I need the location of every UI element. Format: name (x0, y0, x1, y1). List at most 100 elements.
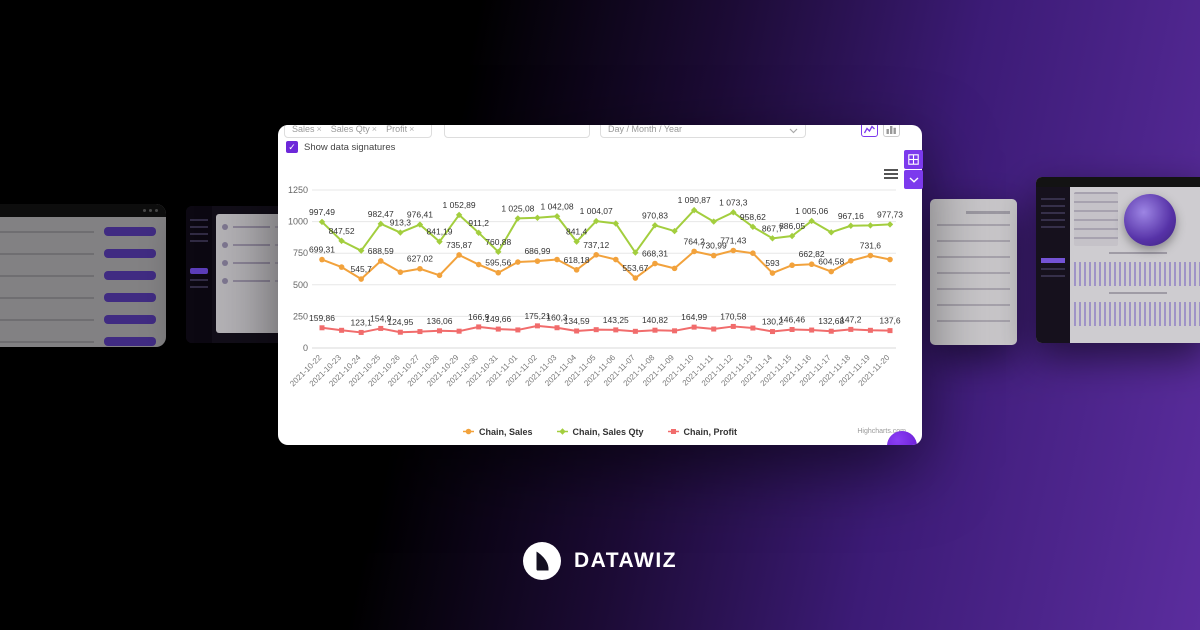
legend-label: Chain, Sales Qty (572, 426, 644, 437)
highcharts-credit[interactable]: Highcharts.com (857, 428, 906, 435)
svg-text:730,99: 730,99 (701, 241, 727, 251)
line-chart-view-button[interactable] (861, 125, 878, 137)
svg-text:553,67: 553,67 (622, 263, 648, 273)
row-action-button (104, 227, 156, 236)
svg-text:500: 500 (293, 280, 308, 290)
legend-item[interactable]: Chain, Sales (462, 426, 533, 437)
show-signatures-checkbox[interactable]: ✓ (286, 141, 298, 153)
svg-text:1250: 1250 (288, 185, 308, 195)
svg-text:618,18: 618,18 (564, 255, 590, 265)
svg-text:137,6: 137,6 (879, 316, 901, 326)
chat-fab-button[interactable] (887, 431, 917, 445)
svg-text:982,47: 982,47 (368, 209, 394, 219)
svg-text:1 073,3: 1 073,3 (719, 197, 748, 207)
legend-item[interactable]: Chain, Profit (667, 426, 738, 437)
svg-text:0: 0 (303, 343, 308, 353)
context-menu-button[interactable] (884, 169, 898, 181)
svg-text:593: 593 (765, 258, 779, 268)
row-action-button (104, 315, 156, 324)
mini-filter-panel (1074, 192, 1118, 246)
svg-text:970,83: 970,83 (642, 210, 668, 220)
list-row (0, 337, 156, 346)
svg-text:147,2: 147,2 (840, 314, 862, 324)
legend-label: Chain, Sales (478, 426, 533, 437)
filter-input[interactable] (444, 125, 590, 138)
line-chart-icon (864, 125, 875, 134)
mini-bar-chart (1074, 302, 1200, 326)
filter-chip[interactable]: Sales × (292, 125, 322, 134)
bar-chart-view-button[interactable] (883, 125, 900, 137)
chip-remove-icon[interactable]: × (316, 125, 322, 134)
list-row (0, 293, 156, 302)
datawiz-logo-text: DATAWIZ (573, 549, 678, 572)
svg-text:604,58: 604,58 (818, 257, 844, 267)
window-chrome (0, 204, 166, 217)
chevron-down-icon (909, 176, 918, 183)
svg-text:750: 750 (293, 248, 308, 258)
svg-text:595,56: 595,56 (485, 258, 511, 268)
svg-text:911,2: 911,2 (468, 218, 489, 228)
show-signatures-label: Show data signatures (304, 141, 396, 153)
svg-text:977,73: 977,73 (877, 209, 903, 219)
svg-text:913,3: 913,3 (390, 218, 412, 228)
chip-remove-icon[interactable]: × (371, 125, 378, 134)
background-screenshot-table (930, 199, 1017, 345)
svg-text:143,25: 143,25 (603, 315, 629, 325)
svg-text:967,16: 967,16 (838, 211, 864, 221)
background-screenshot-list (0, 204, 166, 347)
filter-chip[interactable]: Sales Qty × (330, 125, 378, 134)
chevron-down-icon (789, 128, 798, 134)
row-action-button (104, 337, 156, 346)
granularity-value: Day / Month / Year (608, 125, 683, 134)
svg-text:737,12: 737,12 (583, 240, 609, 250)
svg-text:841,19: 841,19 (427, 227, 453, 237)
svg-text:545,7: 545,7 (351, 264, 373, 274)
svg-text:699,31: 699,31 (309, 245, 335, 255)
chip-remove-icon[interactable]: × (409, 125, 415, 134)
mini-sidebar (1036, 187, 1070, 343)
svg-text:735,87: 735,87 (446, 240, 472, 250)
svg-text:841,4: 841,4 (566, 227, 588, 237)
filter-chip[interactable]: Profit × (386, 125, 415, 134)
svg-text:1 090,87: 1 090,87 (678, 195, 711, 205)
list-row (0, 249, 156, 258)
svg-text:760,88: 760,88 (485, 237, 511, 247)
background-screenshot-dashboard (1036, 177, 1200, 343)
legend-item[interactable]: Chain, Sales Qty (556, 426, 644, 437)
chart-card: Sales × Sales Qty × Profit × Day / Month / Ye… (278, 125, 923, 445)
svg-text:123,1: 123,1 (351, 317, 373, 327)
svg-text:149,66: 149,66 (485, 314, 511, 324)
svg-text:164,99: 164,99 (681, 312, 707, 322)
svg-text:134,59: 134,59 (564, 316, 590, 326)
svg-text:662,82: 662,82 (799, 249, 825, 259)
svg-text:1 052,89: 1 052,89 (443, 200, 476, 210)
datawiz-logo: DATAWIZ (0, 542, 1200, 580)
svg-text:159,86: 159,86 (309, 313, 335, 323)
grid-icon (908, 154, 919, 165)
svg-text:130,2: 130,2 (762, 317, 784, 327)
row-action-button (104, 293, 156, 302)
svg-text:1000: 1000 (288, 217, 308, 227)
legend-marker-icon (556, 428, 568, 435)
svg-text:250: 250 (293, 311, 308, 321)
svg-text:627,02: 627,02 (407, 254, 433, 264)
svg-text:997,49: 997,49 (309, 207, 335, 217)
legend-marker-icon (462, 428, 474, 435)
svg-text:668,31: 668,31 (642, 249, 668, 259)
granularity-select[interactable]: Day / Month / Year (600, 125, 806, 138)
mini-sidebar (186, 206, 212, 343)
svg-text:154,9: 154,9 (370, 313, 392, 323)
svg-text:132,68: 132,68 (818, 316, 844, 326)
svg-text:686,99: 686,99 (524, 246, 550, 256)
metrics-filter-input[interactable]: Sales × Sales Qty × Profit × (284, 125, 432, 138)
row-action-button (104, 271, 156, 280)
legend-label: Chain, Profit (683, 426, 738, 437)
datawiz-logo-icon (522, 542, 561, 580)
svg-text:146,46: 146,46 (779, 314, 805, 324)
collapse-panel-button[interactable] (904, 170, 923, 189)
svg-text:1 005,06: 1 005,06 (795, 206, 828, 216)
table-view-button[interactable] (904, 150, 923, 169)
